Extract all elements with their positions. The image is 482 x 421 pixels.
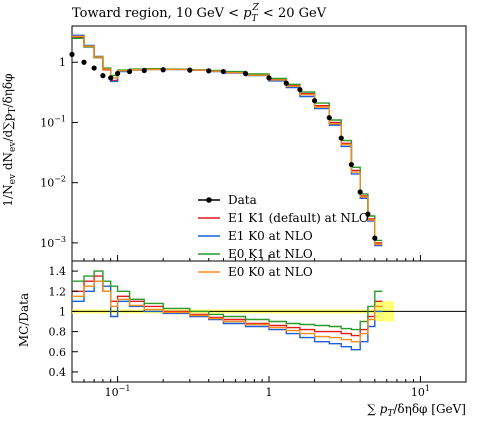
axes-group: 10−1 1 101 10−3 10−2 10−1 1 0.4 0.6 0.8 1 1.2 1.4	[40, 56, 467, 399]
data-point	[81, 59, 87, 65]
x-tick-label: 101	[411, 384, 430, 399]
legend-label: E1 K1 (default) at NLO	[228, 211, 369, 225]
data-point	[100, 73, 106, 79]
x-axis-label: ∑ pT/δηδφ [GeV]	[367, 402, 466, 419]
ratio-y-tick-label: 0.6	[49, 346, 67, 359]
data-point	[365, 211, 371, 217]
legend: Data E1 K1 (default) at NLO E1 K0 at NLO E0…	[198, 193, 369, 279]
data-point	[141, 67, 147, 74]
ratio-y-tick-label: 0.8	[49, 326, 67, 339]
data-point	[338, 135, 344, 141]
legend-label: E0 K1 at NLO	[228, 247, 313, 261]
x-tick-label: 10−1	[105, 384, 131, 399]
data-point	[69, 51, 75, 58]
ratio-series-3	[72, 270, 383, 331]
data-point	[220, 68, 227, 75]
data-point	[357, 189, 363, 195]
svg-text:1/Nev dNev/d∑pT/δηδφ: 1/Nev dNev/d∑pT/δηδφ	[1, 73, 18, 206]
ratio-y-tick-label: 1.4	[49, 265, 67, 278]
chart-title: Toward region, 10 GeV < pTZ < 20 GeV	[72, 3, 327, 24]
ratio-series-group	[72, 270, 383, 351]
legend-label: Data	[228, 193, 257, 207]
data-point	[160, 67, 166, 73]
ratio-y-tick-label: 1.2	[49, 285, 67, 298]
ratio-series-4	[72, 280, 383, 343]
data-point	[114, 70, 121, 77]
data-point	[297, 87, 303, 93]
ratio-y-tick-label: 1	[59, 305, 66, 318]
data-point	[206, 68, 212, 74]
data-point	[108, 75, 114, 81]
y-axis-label-top: 1/Nev dNev/d∑pT/δηδφ	[1, 73, 18, 206]
y-tick-label: 10−2	[40, 175, 66, 190]
legend-marker-data	[206, 197, 212, 203]
legend-label: E1 K0 at NLO	[228, 229, 313, 243]
data-point	[187, 67, 193, 73]
ratio-y-tick-label: 0.4	[49, 366, 67, 379]
data-point	[242, 70, 249, 77]
main-series-group	[69, 34, 383, 247]
data-point	[126, 68, 133, 75]
y-axis-label-bottom: MC/Data	[17, 293, 31, 347]
y-tick-label: 1	[59, 56, 66, 69]
ratio-uncertainty-band	[72, 301, 466, 322]
data-point	[266, 75, 272, 81]
data-point	[372, 235, 378, 241]
data-point	[326, 115, 332, 121]
y-tick-label: 10−1	[40, 114, 66, 129]
data-point	[283, 80, 289, 86]
data-point	[311, 98, 318, 104]
y-tick-label: 10−3	[40, 235, 66, 250]
data-point	[91, 65, 97, 71]
data-point	[348, 161, 354, 168]
svg-text:MC/Data: MC/Data	[17, 293, 31, 347]
main-panel-frame	[71, 25, 467, 262]
x-tick-label: 1	[266, 386, 273, 399]
legend-label: E0 K0 at NLO	[228, 265, 313, 279]
